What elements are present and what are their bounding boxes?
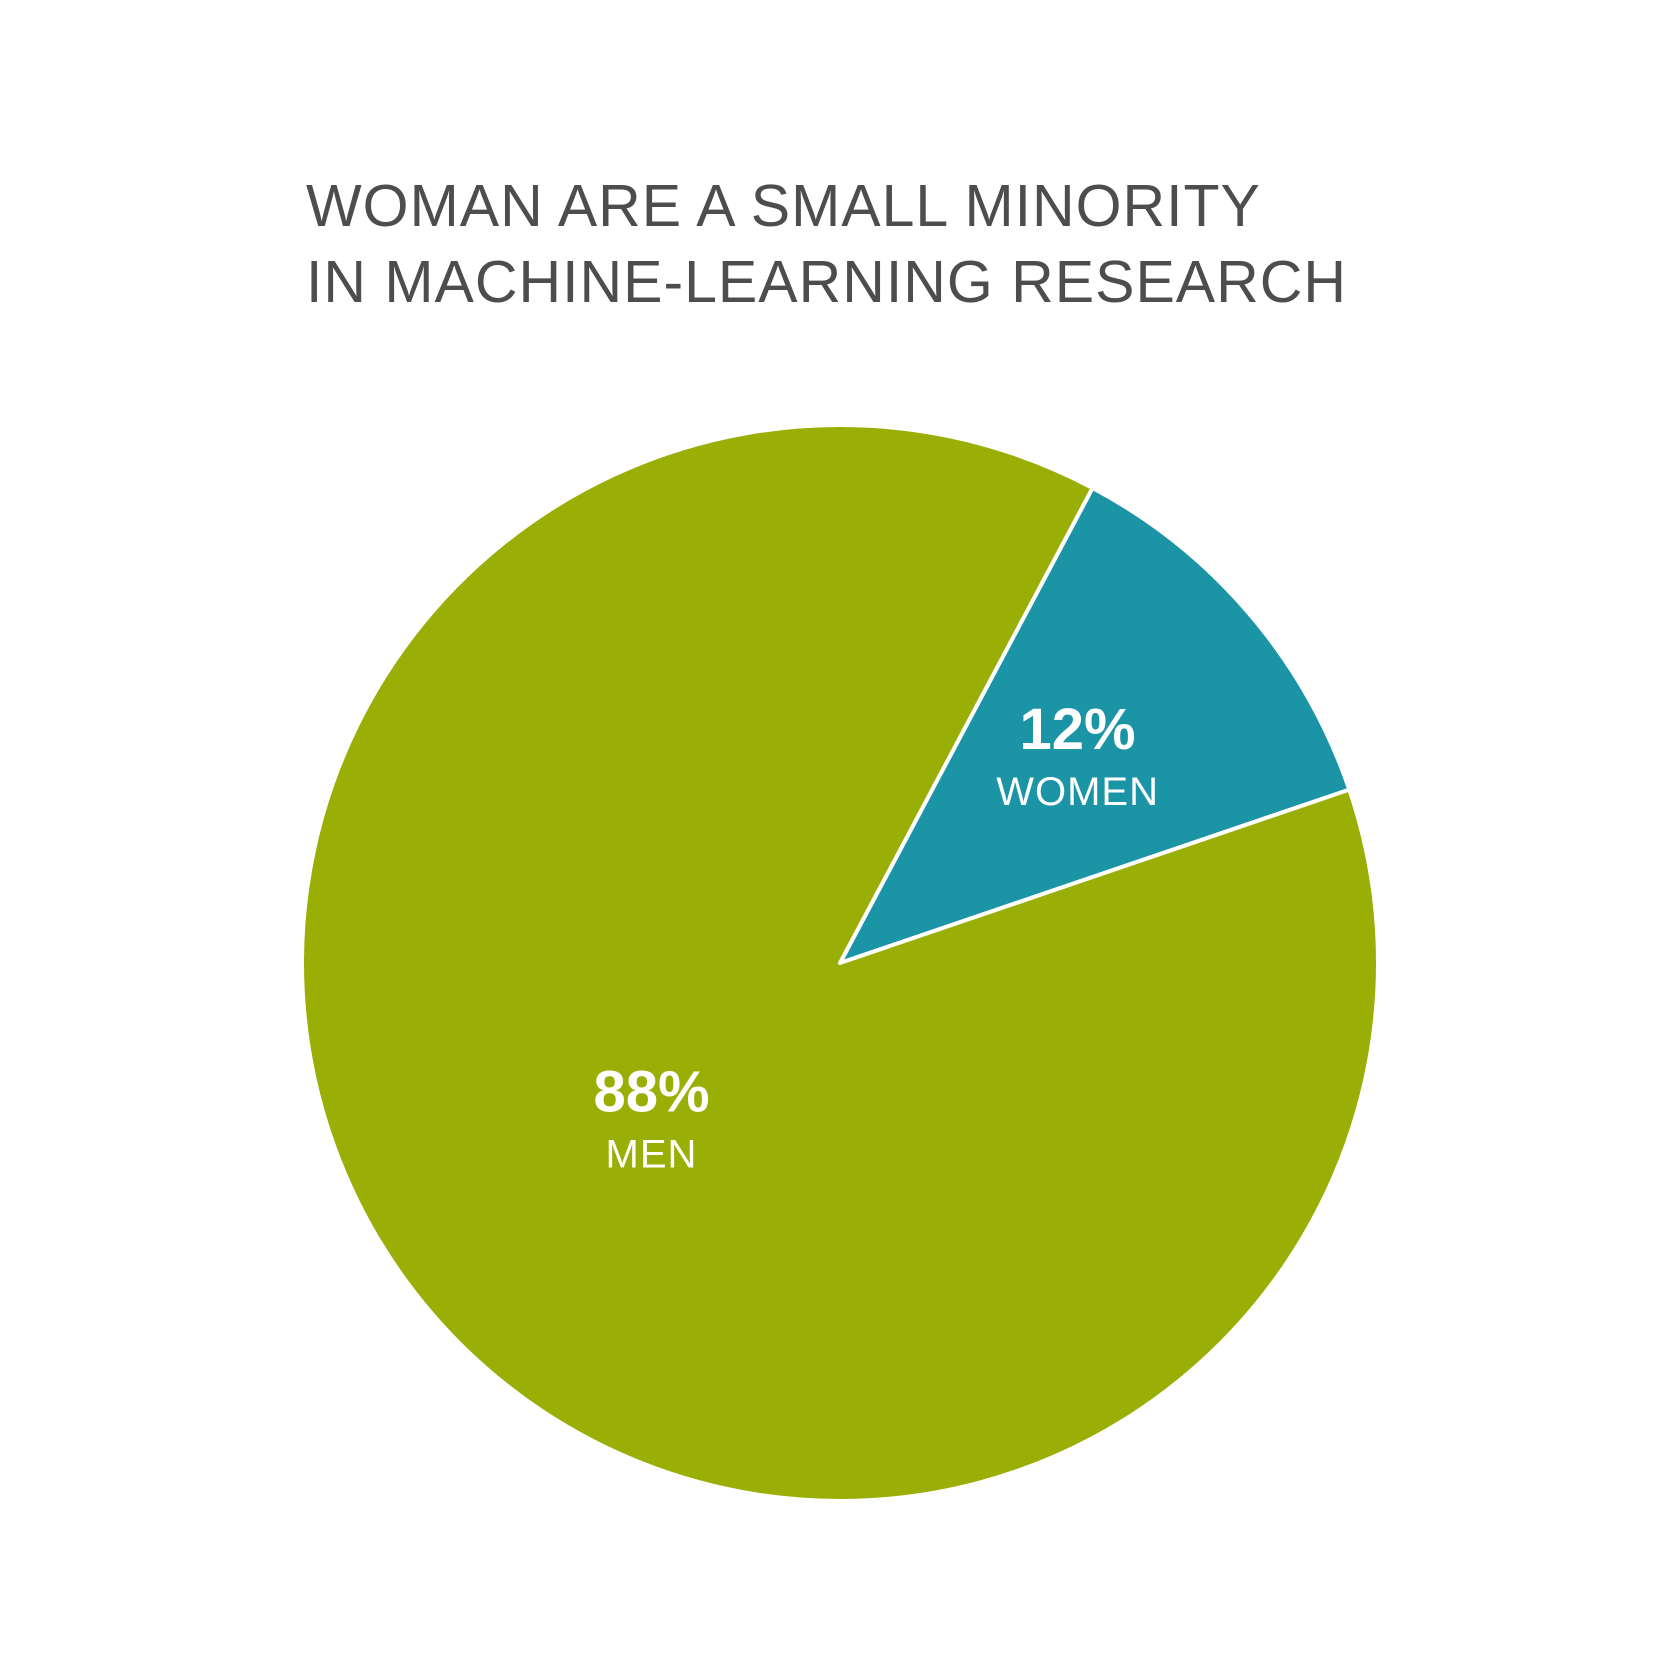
chart-title: WOMAN ARE A SMALL MINORITY IN MACHINE-LE…: [306, 168, 1347, 320]
slice-value-label-men: 88%: [593, 1059, 709, 1124]
chart-title-line-1: WOMAN ARE A SMALL MINORITY: [306, 173, 1261, 239]
pie-slice-women: [838, 485, 1352, 965]
slice-category-label-women: WOMEN: [996, 770, 1159, 814]
pie-labels: 12% WOMEN 88% MEN: [593, 697, 1159, 1177]
slice-value-label-women: 12%: [1020, 697, 1136, 762]
pie-slice-men: [300, 423, 1380, 1503]
chart-title-line-2: IN MACHINE-LEARNING RESEARCH: [306, 249, 1347, 315]
slice-category-label-men: MEN: [606, 1132, 698, 1176]
pie-slices: [300, 423, 1380, 1503]
